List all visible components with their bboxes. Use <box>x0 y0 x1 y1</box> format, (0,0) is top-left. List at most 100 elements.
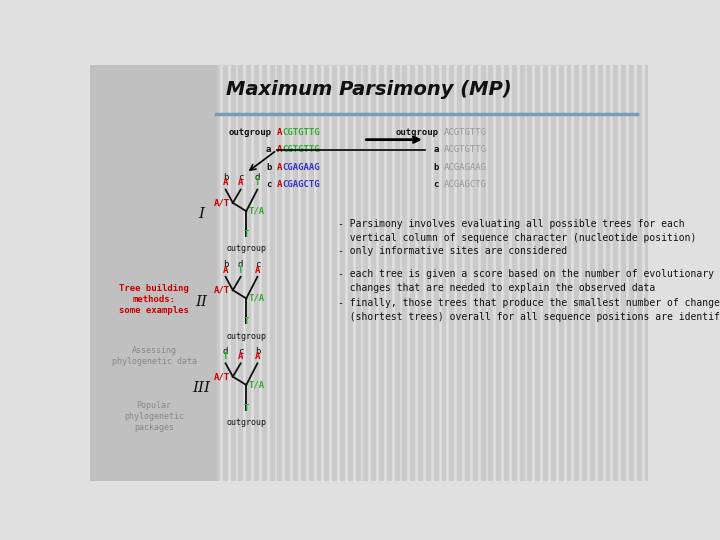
Text: outgroup: outgroup <box>396 127 438 137</box>
Bar <box>606 65 610 481</box>
Text: d: d <box>238 260 243 269</box>
Bar <box>535 65 539 481</box>
Text: III: III <box>193 381 211 395</box>
Text: T: T <box>243 317 249 326</box>
Bar <box>465 65 469 481</box>
Bar <box>575 65 578 481</box>
Bar <box>528 65 531 481</box>
Bar <box>410 65 414 481</box>
Bar <box>254 65 258 481</box>
Bar <box>364 65 367 481</box>
Text: T/A: T/A <box>249 207 265 215</box>
Text: outgroup: outgroup <box>226 332 266 341</box>
Bar <box>246 65 250 481</box>
Text: - only informative sites are considered: - only informative sites are considered <box>338 246 567 255</box>
Text: c: c <box>238 173 243 182</box>
Text: T/A: T/A <box>249 381 265 389</box>
Bar <box>426 65 430 481</box>
Bar <box>433 65 438 481</box>
Text: - each tree is given a score based on the number of evolutionary
  changes that : - each tree is given a score based on th… <box>338 268 714 293</box>
Bar <box>418 65 422 481</box>
Text: c: c <box>255 260 260 269</box>
Text: c: c <box>238 347 243 356</box>
Text: I: I <box>199 207 204 221</box>
Text: ACGAGCTG: ACGAGCTG <box>444 180 487 189</box>
Bar <box>457 65 461 481</box>
Bar <box>512 65 516 481</box>
Bar <box>215 65 219 481</box>
Bar <box>372 65 375 481</box>
Text: T: T <box>243 404 249 413</box>
Text: CGAGCTG: CGAGCTG <box>282 180 320 189</box>
Bar <box>395 65 399 481</box>
Text: d: d <box>255 173 260 182</box>
Text: outgroup: outgroup <box>226 245 266 253</box>
Bar <box>317 65 320 481</box>
Text: a: a <box>266 145 271 154</box>
Text: ACGTGTTG: ACGTGTTG <box>444 145 487 154</box>
Bar <box>441 65 446 481</box>
Bar <box>402 65 406 481</box>
Text: b: b <box>255 347 260 356</box>
Bar <box>114 65 117 481</box>
Bar <box>238 65 243 481</box>
Bar <box>161 65 164 481</box>
Text: ACGTGTTG: ACGTGTTG <box>444 127 487 137</box>
Text: Popular
phylogenetic
packages: Popular phylogenetic packages <box>124 401 184 432</box>
Text: A: A <box>277 180 282 189</box>
Text: b: b <box>266 163 271 172</box>
Bar <box>496 65 500 481</box>
Bar <box>98 65 102 481</box>
Bar <box>582 65 586 481</box>
Text: T: T <box>223 352 228 361</box>
Text: A: A <box>277 145 282 154</box>
Bar <box>559 65 562 481</box>
Text: c: c <box>266 180 271 189</box>
Text: Maximum Parsimony (MP): Maximum Parsimony (MP) <box>226 80 512 99</box>
Bar <box>613 65 617 481</box>
Text: c: c <box>433 180 438 189</box>
Bar <box>488 65 492 481</box>
Bar <box>504 65 508 481</box>
Bar <box>520 65 523 481</box>
Bar <box>543 65 547 481</box>
Bar <box>348 65 351 481</box>
Bar <box>285 65 289 481</box>
Text: ACGAGAAG: ACGAGAAG <box>444 163 487 172</box>
Bar <box>137 65 141 481</box>
Text: b: b <box>223 173 228 182</box>
Bar <box>176 65 180 481</box>
Text: CGAGAAG: CGAGAAG <box>282 163 320 172</box>
Text: T/A: T/A <box>249 294 265 303</box>
Bar <box>270 65 274 481</box>
Text: A: A <box>255 266 260 275</box>
Text: Assessing
phylogenetic data: Assessing phylogenetic data <box>112 346 197 366</box>
Bar <box>129 65 133 481</box>
Bar <box>192 65 195 481</box>
Bar <box>121 65 125 481</box>
Bar <box>629 65 633 481</box>
Bar <box>90 65 215 481</box>
Text: A/T: A/T <box>214 372 230 381</box>
Text: T: T <box>255 178 260 187</box>
Text: b: b <box>223 260 228 269</box>
Bar <box>90 65 94 481</box>
Text: b: b <box>433 163 438 172</box>
Text: outgroup: outgroup <box>228 127 271 137</box>
Bar <box>309 65 312 481</box>
Text: d: d <box>223 347 228 356</box>
Bar <box>106 65 109 481</box>
Text: - Parsimony involves evaluating all possible trees for each
  vertical column of: - Parsimony involves evaluating all poss… <box>338 219 697 242</box>
Text: CGTGTTG: CGTGTTG <box>282 145 320 154</box>
Bar <box>332 65 336 481</box>
Text: outgroup: outgroup <box>226 418 266 427</box>
Text: A: A <box>238 352 243 361</box>
Bar <box>168 65 172 481</box>
Text: T: T <box>243 230 249 239</box>
Bar <box>145 65 148 481</box>
Bar <box>567 65 570 481</box>
Bar <box>207 65 211 481</box>
Bar <box>293 65 297 481</box>
Bar <box>199 65 203 481</box>
Bar <box>621 65 625 481</box>
